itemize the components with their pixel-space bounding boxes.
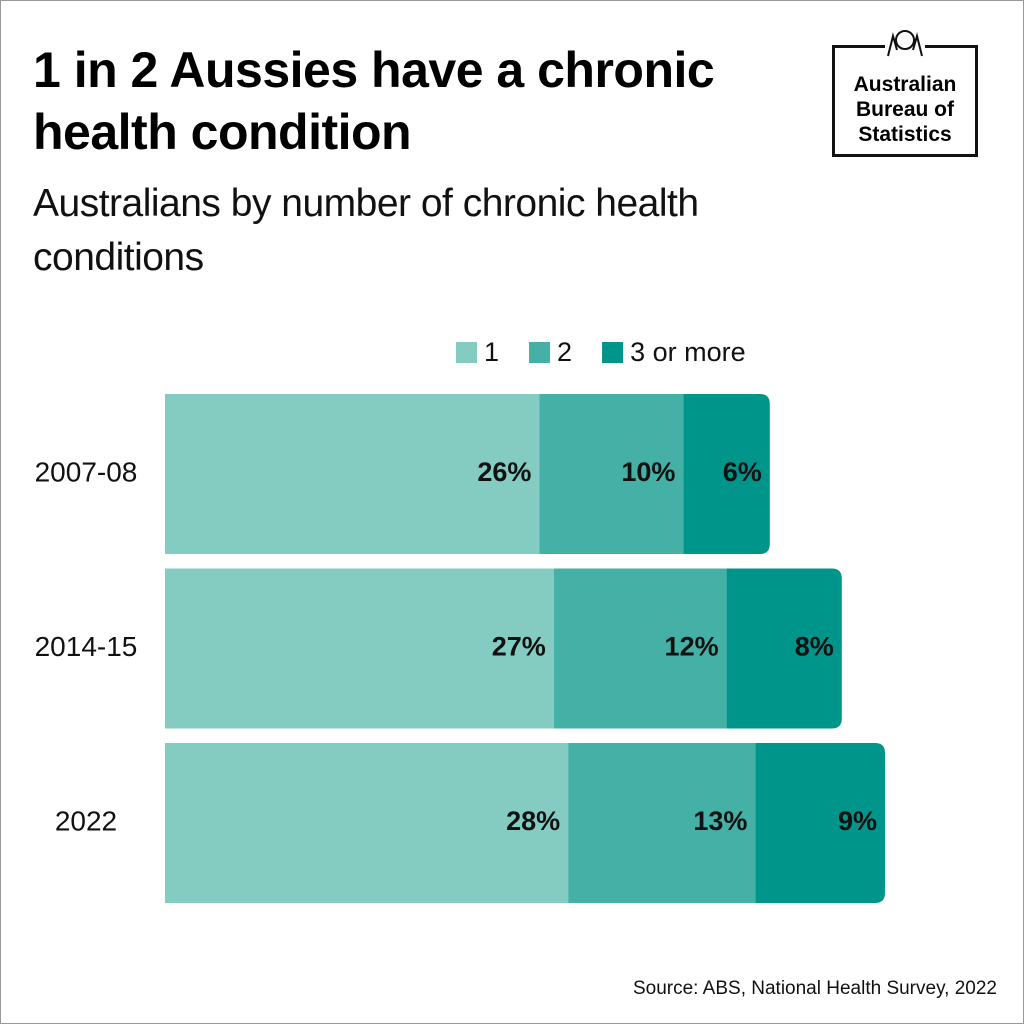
bar-segment xyxy=(539,394,684,554)
legend-swatch xyxy=(456,342,477,363)
legend-label: 3 or more xyxy=(630,337,746,367)
logo-text: Bureau of xyxy=(855,98,954,121)
legend-swatch xyxy=(529,342,551,363)
value-label: 12% xyxy=(665,632,719,662)
value-label: 8% xyxy=(795,632,834,662)
value-label: 27% xyxy=(492,632,546,662)
logo-text: Australian xyxy=(853,73,957,96)
legend-label: 1 xyxy=(484,337,499,367)
bar-segment xyxy=(165,568,554,729)
value-label: 9% xyxy=(838,806,877,836)
logo-text: Statistics xyxy=(858,123,952,146)
legend-label: 2 xyxy=(557,337,572,367)
bar-segment xyxy=(683,394,770,554)
value-label: 13% xyxy=(693,806,747,836)
bar-segment xyxy=(755,743,885,903)
chart-subtitle: Australians by number of chronic health … xyxy=(33,182,699,279)
legend-swatch xyxy=(602,342,624,363)
value-label: 26% xyxy=(477,457,531,487)
crest xyxy=(885,26,925,60)
chart-title: 1 in 2 Aussies have a chronic health con… xyxy=(33,42,715,160)
logo: Australian Bureau of Statistics xyxy=(832,26,978,157)
bar-segment xyxy=(165,743,569,903)
category-label: 2014-15 xyxy=(35,631,138,662)
source: Source: ABS, National Health Survey, 202… xyxy=(633,978,997,999)
category-label: 2022 xyxy=(55,805,117,836)
value-label: 6% xyxy=(723,457,762,487)
bar-segment xyxy=(726,568,842,729)
value-label: 10% xyxy=(621,457,675,487)
bar-segment xyxy=(553,568,727,729)
bar-segment xyxy=(165,394,540,554)
value-label: 28% xyxy=(506,806,560,836)
bar-segment xyxy=(568,743,756,903)
category-label: 2007-08 xyxy=(35,456,138,487)
